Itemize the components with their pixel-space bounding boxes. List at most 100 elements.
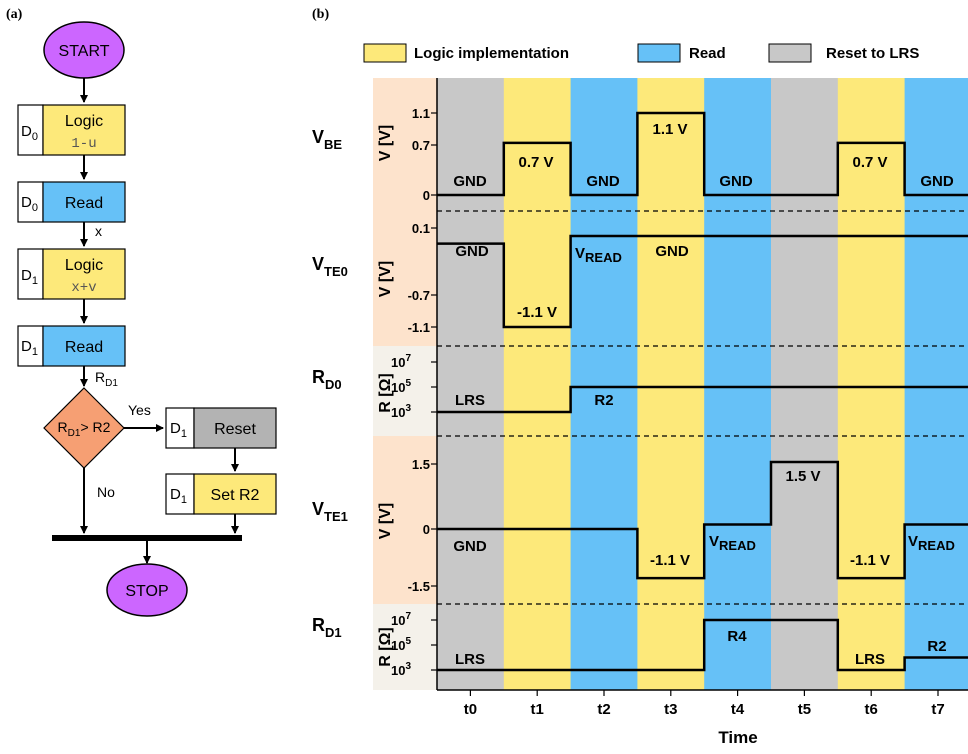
tick-label: 103 [391,661,411,678]
tick-label: -1.5 [408,579,430,594]
device-label: D0 [21,194,38,214]
set-step-box [193,473,277,515]
panel-b-label: (b) [312,7,329,22]
wave-label: GND [655,243,689,260]
device-cell [17,104,44,156]
device-label: D1 [170,420,187,440]
wave-label: VREAD [575,245,622,265]
row-name-vbe: VBE [312,127,342,152]
axis-label-rd1: R [Ω] [377,627,394,666]
read-step-box [42,181,126,223]
tick-label: 107 [391,353,411,370]
time-column-t5 [771,78,839,690]
step-code: 1-u [71,136,96,152]
step-code: x+v [71,280,96,296]
time-tick-labels: t0 t1 t2 t3 t4 t5 t6 t7 [464,690,945,718]
device-cell [17,248,44,300]
stop-label: STOP [125,583,168,600]
wave-label: 0.7 V [852,154,887,171]
step-title: Set R2 [211,487,260,504]
wave-label: VREAD [908,533,955,553]
wave-label: R2 [927,638,946,655]
device-cell [165,407,195,449]
step-title: Reset [214,421,256,438]
wave-label: GND [920,173,954,190]
reset-step-box [193,407,277,449]
wave-label: -1.1 V [517,304,557,321]
device-label: D1 [21,267,38,287]
logic-step-box [42,248,126,300]
device-label: D0 [21,123,38,143]
row-name-vte0: VTE0 [312,254,348,279]
waveform-rd1 [437,618,968,672]
axis-label-vte0: V [V] [377,261,394,297]
time-column-t6 [837,78,906,690]
read-step-box [42,325,126,367]
join-bar [52,535,242,541]
tick-label: 105 [391,636,411,653]
tick-label: 0.7 [412,138,430,153]
time-tick-t0: t0 [464,701,477,718]
row-name-rd0: RD0 [312,367,342,392]
wave-label: GND [453,173,487,190]
tick-label: 0 [423,522,430,537]
row-band-vte1 [373,436,437,604]
wave-label: 1.5 V [785,468,820,485]
legend-swatch-read [637,43,681,63]
axis-label-vte1: V [V] [377,503,394,539]
time-tick-t2: t2 [597,701,610,718]
tick-label: 107 [391,611,411,628]
tick-label: 1.1 [412,106,430,121]
legend-label-reset: Reset to LRS [826,45,919,62]
time-column-t7 [904,78,968,690]
legend-label-read: Read [689,45,726,62]
row-name-rd1: RD1 [312,615,342,640]
legend-swatch-reset [768,43,812,63]
time-column-t3 [637,78,705,690]
step-title: Read [65,339,103,356]
row-band-rd0 [373,346,437,436]
time-tick-t5: t5 [798,701,811,718]
row-band-rd1 [373,604,437,690]
wave-label: VREAD [709,533,756,553]
wave-label: GND [455,243,489,260]
decision-label: RD1> R2 [58,419,111,439]
step-title: Logic [65,257,103,274]
device-label: D1 [21,338,38,358]
time-column-t4 [704,78,772,690]
wave-label: -1.1 V [850,552,890,569]
time-column-t0 [437,78,505,690]
axis-label-vbe: V [V] [377,125,394,161]
wave-label: GND [453,538,487,555]
waveform-vte0 [437,234,968,329]
time-column-t1 [503,78,572,690]
start-label: START [59,43,110,60]
row-band-voltage-top [373,78,437,346]
wave-label: 0.7 V [518,154,553,171]
tick-label: -0.7 [408,288,430,303]
waveform-rd0 [437,385,968,414]
no-label: No [97,484,115,500]
device-cell [17,325,44,367]
tick-label: 105 [391,378,411,395]
wave-label: R4 [727,628,747,645]
stop-node [106,563,188,617]
time-tick-t1: t1 [531,701,544,718]
wave-label: GND [719,173,753,190]
tick-label: 103 [391,403,411,420]
tick-label: 1.5 [412,457,430,472]
yes-label: Yes [128,402,151,418]
time-tick-t3: t3 [664,701,677,718]
legend-label-logic: Logic implementation [414,45,569,62]
device-label: D1 [170,486,187,506]
time-column-t2 [570,78,638,690]
tick-label: 0.1 [412,221,430,236]
waveform-vbe [437,111,968,197]
wave-label: LRS [455,651,485,668]
wave-label: -1.1 V [650,552,690,569]
wave-label: GND [586,173,620,190]
waveforms [437,111,968,672]
time-columns [437,78,968,690]
